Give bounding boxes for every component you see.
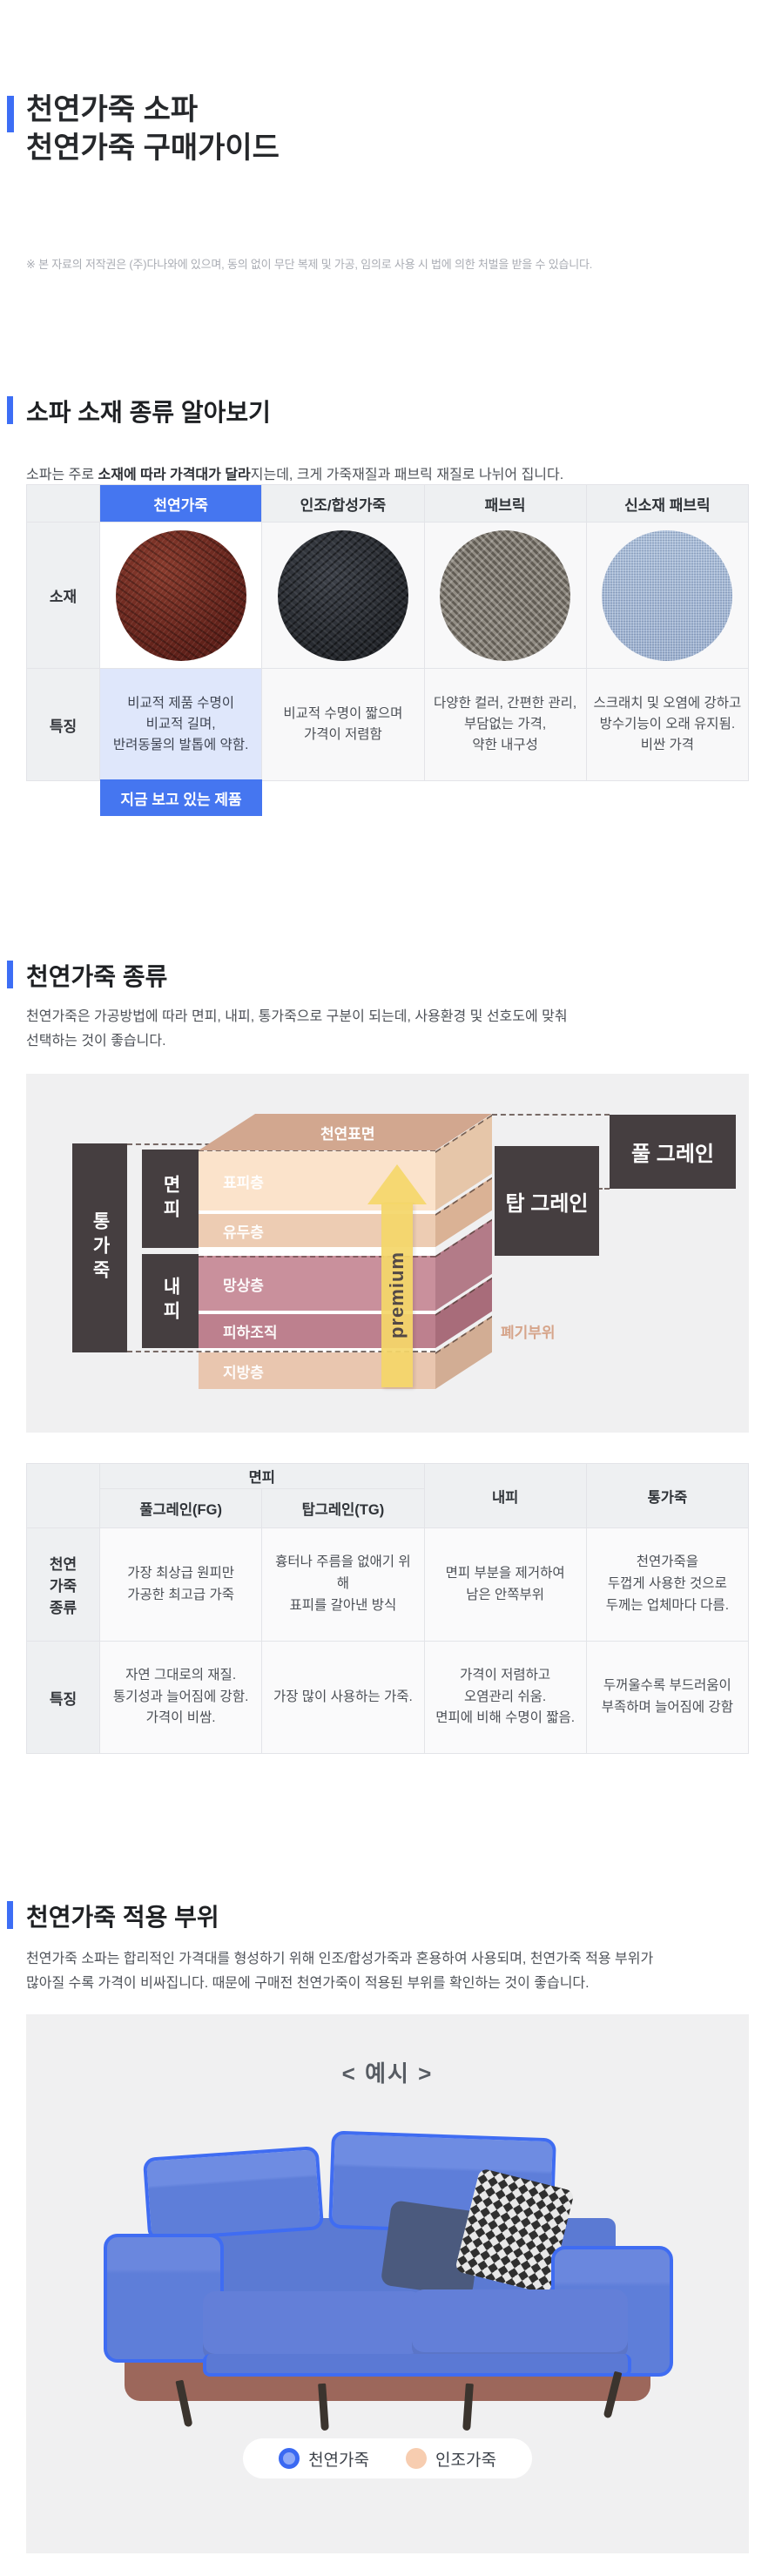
section1-intro: 소파는 주로 소재에 따라 가격대가 달라지는데, 크게 가죽재질과 패브릭 재…: [26, 439, 749, 488]
table-corner-cell: [27, 485, 99, 522]
section-accent-bar: [7, 396, 13, 424]
swatch-cell: [262, 523, 424, 668]
feature-fabric: 다양한 컬러, 간편한 관리, 부담없는 가격, 약한 내구성: [424, 669, 586, 780]
intro-text: 소파는 주로: [26, 468, 98, 482]
natural-surface-top-face: 천연표면: [199, 1114, 492, 1150]
current-product-badge: 지금 보고 있는 제품: [100, 779, 262, 816]
feature-whole-leather: 두꺼울수록 부드러움이 부족하며 늘어짐에 강함: [586, 1642, 748, 1753]
swatch-cell: [424, 523, 586, 668]
section-title-applied-parts: 천연가죽 적용 부위: [7, 1898, 219, 1933]
synthetic-leather-swatch-icon: [277, 529, 408, 661]
column-header-whole-leather: 통가죽: [586, 1464, 748, 1527]
label-myeonpi: 면피: [142, 1150, 199, 1248]
sofa-left-seat-cushion: [203, 2291, 422, 2361]
leather-layer-diagram: 천연표면 표피층 유두층 망상층 피하조직 지방층 통가죽 면피 내피 prem…: [26, 1074, 749, 1433]
feature-top-grain: 가장 많이 사용하는 가죽.: [262, 1642, 424, 1753]
sub-header-full-grain: 풀그레인(FG): [100, 1489, 262, 1527]
section2-intro: 천연가죽은 가공방법에 따라 면피, 내피, 통가죽으로 구분이 되는데, 사용…: [26, 1009, 568, 1049]
column-header-naepi: 내피: [424, 1464, 586, 1527]
section3-intro: 천연가죽 소파는 합리적인 가격대를 형성하기 위해 인조/합성가죽과 혼용하여…: [26, 1952, 654, 1991]
example-label: < 예시 >: [341, 2060, 434, 2087]
column-header-new-fabric: 신소재 패브릭: [586, 485, 748, 522]
feature-naepi: 가격이 저렴하고 오염관리 쉬움. 면피에 비해 수명이 짧음.: [424, 1642, 586, 1753]
sofa-right-seat-cushion: [412, 2289, 628, 2359]
kind-whole-leather: 천연가죽을 두껍게 사용한 것으로 두께는 업체마다 다름.: [586, 1528, 748, 1641]
faux-leather-dot-icon: [406, 2448, 427, 2469]
page-title: 천연가죽 소파 천연가죽 구매가이드: [7, 91, 280, 167]
dashed-line-to-full-grain: [492, 1114, 610, 1116]
row-header-kind: 천연 가죽 종류: [27, 1528, 99, 1641]
title-accent-bar: [7, 96, 14, 132]
feature-genuine-leather: 비교적 제품 수명이 비교적 길며, 반려동물의 발톱에 약함.: [100, 669, 262, 780]
kind-top-grain: 흉터나 주름을 없애기 위해 표피를 갈아낸 방식: [262, 1528, 424, 1641]
premium-arrow-head-icon: [367, 1164, 427, 1204]
new-fabric-swatch-icon: [602, 529, 733, 661]
fabric-swatch-icon: [440, 529, 571, 661]
column-header-genuine-leather: 천연가죽: [100, 485, 262, 522]
material-compare-table: 천연가죽 인조/합성가죽 패브릭 신소재 패브릭 소재 특징 비교적 제품 수명…: [26, 484, 749, 816]
legend-item-genuine: 천연가죽: [279, 2447, 369, 2471]
kind-full-grain: 가장 최상급 원피만 가공한 최고급 가죽: [100, 1528, 262, 1641]
group-header-myeonpi: 면피: [100, 1464, 424, 1488]
dashed-line-to-top-grain: [590, 1188, 610, 1190]
feature-new-fabric: 스크래치 및 오염에 강하고 방수기능이 오래 유지됨. 비싼 가격: [586, 669, 748, 780]
page-title-line2: 천연가죽 구매가이드: [26, 131, 280, 165]
leather-kind-table: 면피 내피 통가죽 풀그레인(FG) 탑그레인(TG) 천연 가죽 종류 가장 …: [26, 1463, 749, 1754]
column-header-synthetic-leather: 인조/합성가죽: [262, 485, 424, 522]
example-box: < 예시 > 천연가죽 인조가죽: [26, 2014, 749, 2553]
table-corner-cell: [27, 1464, 99, 1527]
section-accent-bar: [7, 1901, 13, 1929]
legend-label: 인조가죽: [435, 2451, 496, 2470]
label-waste-part: 폐기부위: [501, 1325, 556, 1341]
feature-synthetic-leather: 비교적 수명이 짧으며 가격이 저렴함: [262, 669, 424, 780]
sub-header-top-grain: 탑그레인(TG): [262, 1489, 424, 1527]
sofa-left-backrest: [142, 2146, 325, 2242]
intro-text: 지는데, 크게 가죽재질과 패브릭 재질로 나뉘어 집니다.: [250, 468, 564, 482]
premium-arrow: premium: [381, 1203, 413, 1387]
dashed-line: [199, 1150, 435, 1151]
leather-legend: 천연가죽 인조가죽: [243, 2438, 532, 2478]
intro-bold-text: 소재에 따라 가격대가 달라: [98, 468, 251, 482]
row-header-material: 소재: [27, 523, 99, 668]
row-header-features: 특징: [27, 669, 99, 780]
sofa-seat-front: [203, 2354, 631, 2377]
row-header-features: 특징: [27, 1642, 99, 1753]
kind-naepi: 면피 부분을 제거하여 남은 안쪽부위: [424, 1528, 586, 1641]
legend-label: 천연가죽: [308, 2451, 369, 2470]
label-whole-leather: 통가죽: [72, 1143, 127, 1352]
label-full-grain: 풀 그레인: [610, 1115, 736, 1189]
feature-full-grain: 자연 그대로의 재질. 통기성과 늘어짐에 강함. 가격이 비쌈.: [100, 1642, 262, 1753]
section-accent-bar: [7, 961, 13, 988]
genuine-leather-dot-icon: [279, 2448, 300, 2469]
genuine-leather-swatch-icon: [115, 529, 246, 661]
swatch-cell: [100, 523, 262, 668]
swatch-cell: [586, 523, 748, 668]
label-naepi: 내피: [142, 1254, 199, 1348]
section-title-material-types: 소파 소재 종류 알아보기: [7, 394, 271, 428]
legend-item-faux: 인조가죽: [406, 2447, 496, 2471]
dashed-line: [127, 1351, 435, 1352]
copyright-notice: ※ 본 자료의 저작권은 (주)다나와에 있으며, 동의 없이 무단 복제 및 …: [26, 258, 593, 271]
label-top-grain: 탑 그레인: [495, 1146, 599, 1256]
page-title-line1: 천연가죽 소파: [26, 93, 199, 126]
column-header-fabric: 패브릭: [424, 485, 586, 522]
sofa-image: [100, 2130, 675, 2434]
section-title-leather-kinds: 천연가죽 종류: [7, 958, 167, 993]
